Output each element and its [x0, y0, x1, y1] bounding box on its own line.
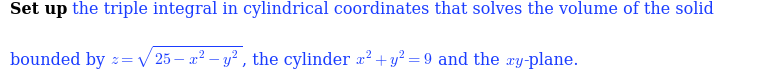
Text: $xy$: $xy$	[504, 53, 524, 70]
Text: and the: and the	[433, 52, 504, 69]
Text: Set up: Set up	[10, 1, 68, 18]
Text: $x^2 + y^2 = 9$: $x^2 + y^2 = 9$	[355, 49, 433, 70]
Text: -plane.: -plane.	[524, 52, 579, 69]
Text: , the cylinder: , the cylinder	[242, 52, 355, 69]
Text: bounded by: bounded by	[10, 52, 110, 69]
Text: $z = \sqrt{25 - x^2 - y^2}$: $z = \sqrt{25 - x^2 - y^2}$	[110, 44, 242, 70]
Text: the triple integral in cylindrical coordinates that solves the volume of the sol: the triple integral in cylindrical coord…	[68, 1, 714, 18]
